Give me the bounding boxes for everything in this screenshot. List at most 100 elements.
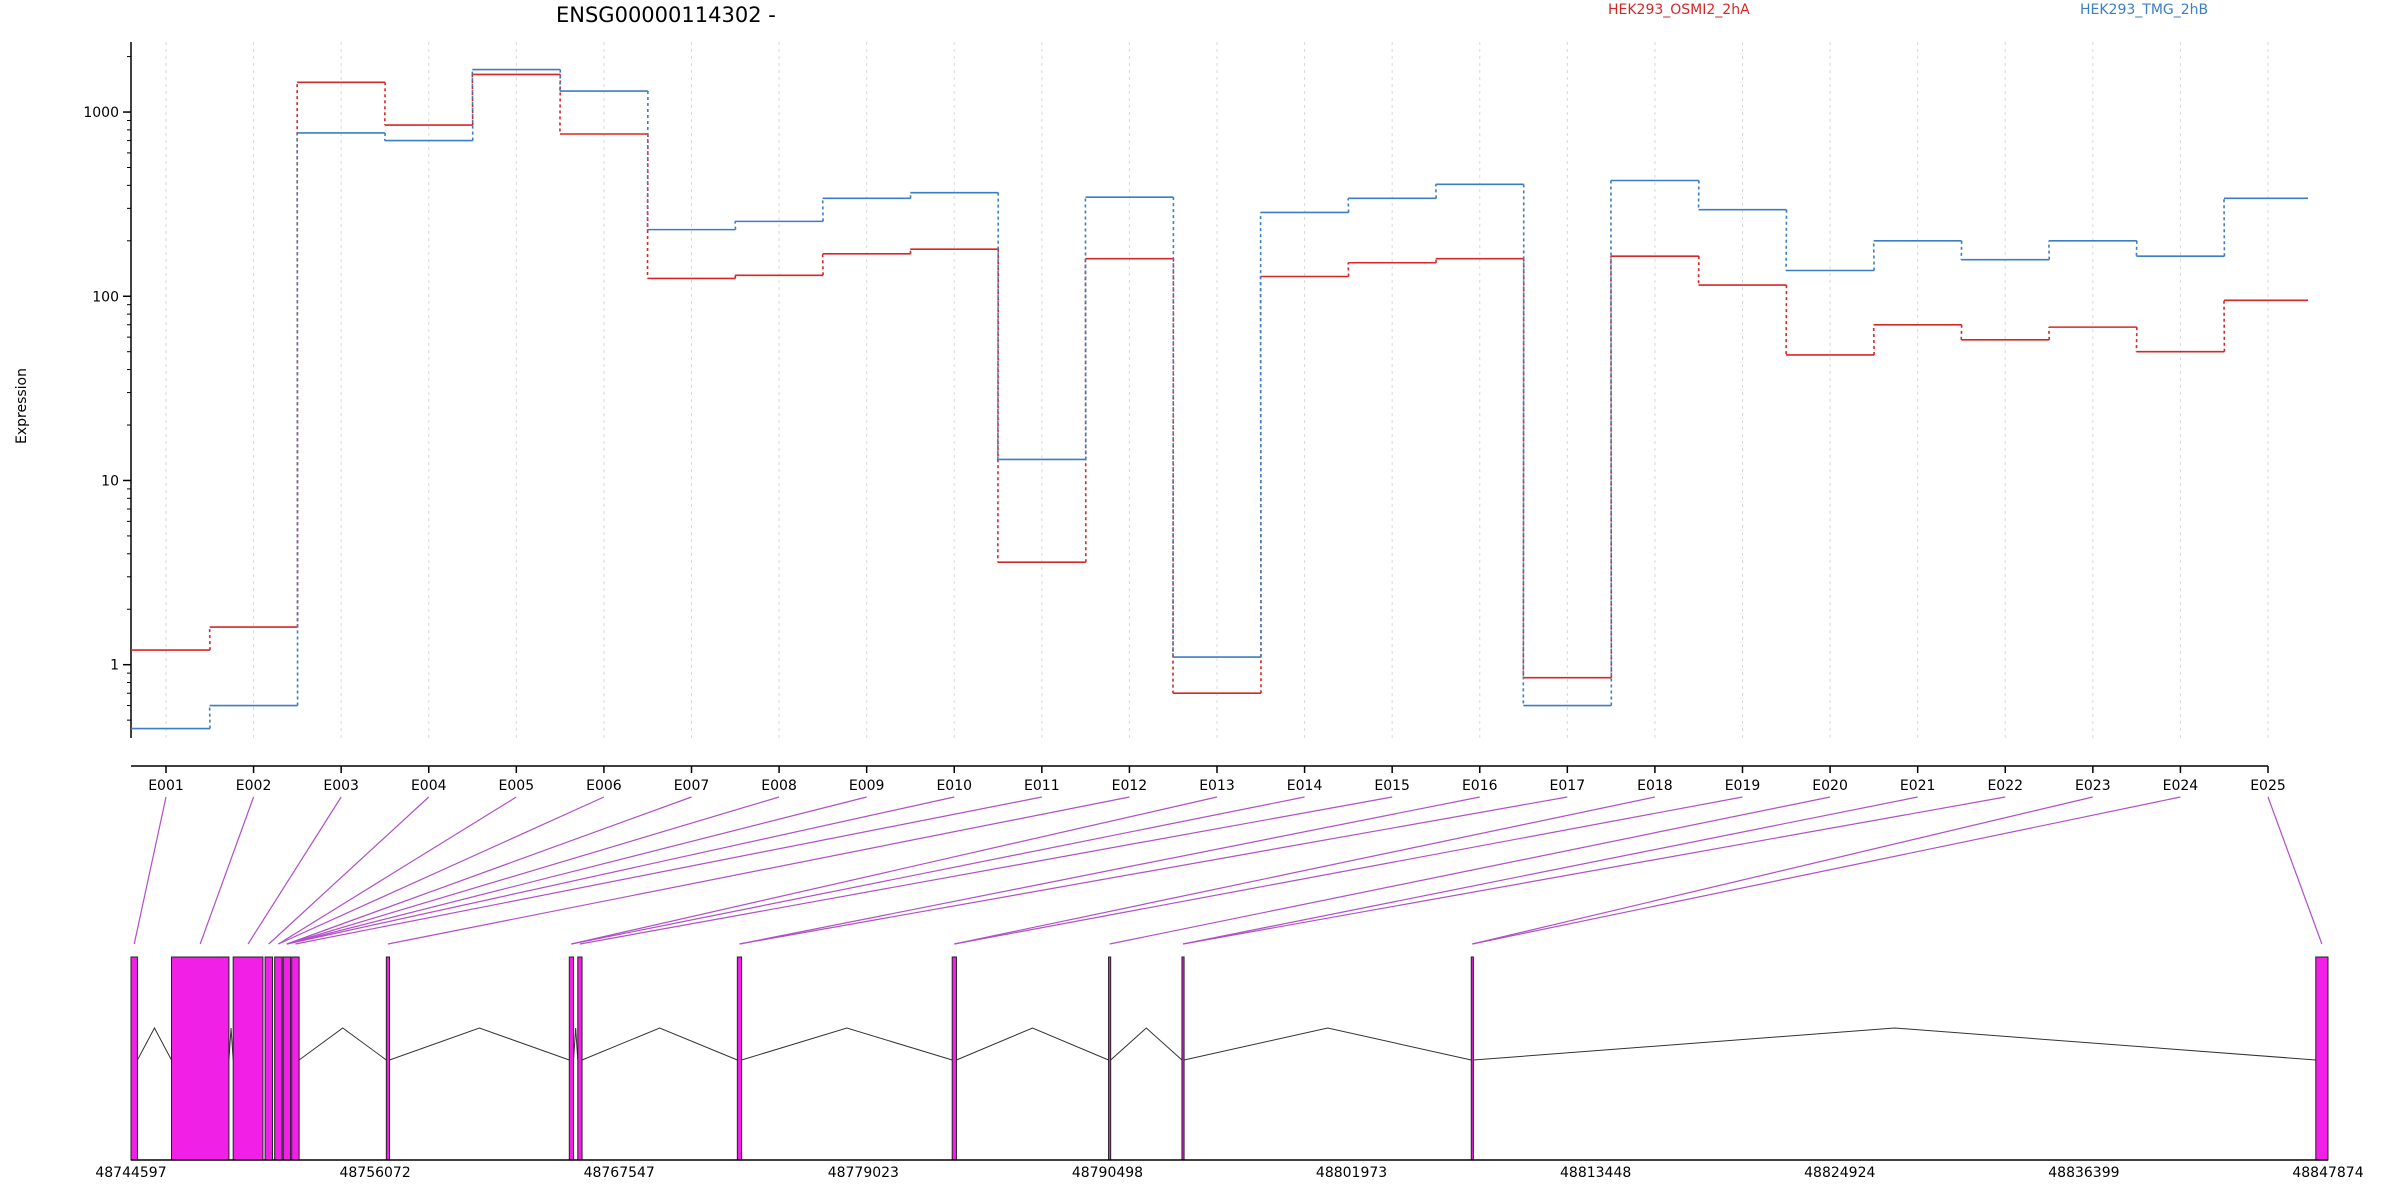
exon-block: [1181, 956, 1185, 1161]
exon-block: [274, 956, 283, 1161]
connector-E025: [2267, 796, 2323, 945]
x-tick-label-E007: E007: [674, 778, 710, 794]
exon-block: [951, 956, 957, 1161]
connector-E005: [278, 796, 517, 945]
x-tick-label-E003: E003: [323, 778, 359, 794]
x-tick-label-E023: E023: [2075, 778, 2111, 794]
genomic-tick-label: 48756072: [339, 1165, 410, 1181]
genomic-tick-label: 48813448: [1560, 1165, 1631, 1181]
exon-block: [282, 956, 292, 1161]
y-tick-label: 1: [110, 658, 119, 674]
legend-series-2: HEK293_TMG_2hB: [2080, 2, 2208, 18]
genomic-tick-label: 48744597: [95, 1165, 166, 1181]
genomic-tick-label: 48767547: [584, 1165, 655, 1181]
exon-block: [264, 956, 274, 1161]
connector-E002: [199, 796, 255, 945]
exon-block: [577, 956, 583, 1161]
genomic-tick-label: 48847874: [2292, 1165, 2363, 1181]
y-axis: 1 10 100 1000: [83, 42, 132, 738]
series-HEK293_OSMI2_2hA: [131, 73, 2308, 695]
connector-E018: [954, 796, 1656, 945]
x-tick-label-E012: E012: [1112, 778, 1148, 794]
connector-E022: [1182, 796, 2006, 945]
vertical-grid: [165, 42, 2269, 738]
connector-E023: [1472, 796, 2093, 945]
connector-E006: [278, 796, 605, 945]
x-tick-label-E016: E016: [1462, 778, 1498, 794]
connector-E021: [1182, 796, 1918, 945]
y-tick-label: 1000: [83, 105, 119, 121]
connector-E004: [268, 796, 430, 945]
y-axis-label: Expression: [14, 368, 30, 444]
exon-block: [130, 956, 138, 1161]
legend-series-1: HEK293_OSMI2_2hA: [1608, 2, 1750, 18]
x-tick-label-E005: E005: [499, 778, 535, 794]
x-tick-label-E020: E020: [1812, 778, 1848, 794]
connector-E015: [579, 796, 1393, 945]
exon-block: [385, 956, 391, 1161]
x-tick-label-E017: E017: [1550, 778, 1586, 794]
genomic-tick-label: 48779023: [828, 1165, 899, 1181]
chart-title: ENSG00000114302 -: [556, 3, 776, 27]
connector-E008: [286, 796, 780, 945]
genomic-tick-label: 48790498: [1072, 1165, 1143, 1181]
genomic-tick-label: 48801973: [1316, 1165, 1387, 1181]
intron-line: [137, 1026, 172, 1061]
x-tick-label-E015: E015: [1374, 778, 1410, 794]
connector-E017: [739, 796, 1568, 945]
genomic-tick-label: 48836399: [2048, 1165, 2119, 1181]
x-tick-label-E001: E001: [148, 778, 184, 794]
gene-model: [130, 956, 2329, 1161]
x-tick-label-E011: E011: [1024, 778, 1060, 794]
x-axis: E001 E002 E003 E004 E005 E006 E007 E008 E009 E010…: [131, 765, 2286, 794]
x-tick-label-E006: E006: [586, 778, 622, 794]
connector-E003: [247, 796, 342, 945]
genomic-tick-label: 48824924: [1804, 1165, 1875, 1181]
exon-block: [1470, 956, 1474, 1161]
x-tick-label-E008: E008: [761, 778, 797, 794]
intron-line: [956, 1027, 1109, 1061]
connector-E014: [571, 796, 1305, 945]
intron-line: [581, 1027, 738, 1061]
connector-E024: [1472, 796, 2181, 945]
connector-E010: [286, 796, 955, 945]
exon-block: [2315, 956, 2329, 1161]
x-tick-label-E024: E024: [2163, 778, 2199, 794]
intron-line: [228, 1027, 234, 1061]
series-lines: [131, 68, 2308, 730]
connector-E013: [571, 796, 1218, 945]
connector-E019: [954, 796, 1743, 945]
y-tick-label: 100: [92, 289, 119, 305]
x-tick-label-E004: E004: [411, 778, 447, 794]
connector-E009: [286, 796, 867, 945]
x-tick-label-E009: E009: [849, 778, 885, 794]
connector-E012: [387, 796, 1130, 945]
x-tick-label-E013: E013: [1199, 778, 1235, 794]
x-tick-label-E002: E002: [236, 778, 272, 794]
x-tick-label-E022: E022: [1987, 778, 2023, 794]
x-tick-label-E018: E018: [1637, 778, 1673, 794]
genomic-axis: 48744597 48756072 48767547 48779023 48790498…: [95, 1159, 2364, 1181]
exon-block: [170, 956, 230, 1161]
exon-block: [232, 956, 264, 1161]
exon-block: [568, 956, 575, 1161]
x-tick-label-E019: E019: [1725, 778, 1761, 794]
x-tick-label-E021: E021: [1900, 778, 1936, 794]
intron-line: [1473, 1027, 2316, 1061]
intron-line: [389, 1027, 570, 1061]
intron-line: [1183, 1027, 1472, 1061]
x-tick-label-E014: E014: [1287, 778, 1323, 794]
exon-connectors: [133, 796, 2323, 945]
exon-block: [1108, 956, 1112, 1161]
connector-E007: [286, 796, 692, 945]
intron-line: [298, 1027, 387, 1061]
intron-line: [573, 1027, 579, 1061]
exon-block: [291, 956, 300, 1161]
connector-E011: [295, 796, 1042, 945]
y-tick-label: 10: [101, 473, 119, 489]
intron-line: [741, 1027, 953, 1061]
x-tick-label-E025: E025: [2250, 778, 2286, 794]
connector-E001: [133, 796, 167, 945]
intron-line: [1110, 1027, 1183, 1061]
